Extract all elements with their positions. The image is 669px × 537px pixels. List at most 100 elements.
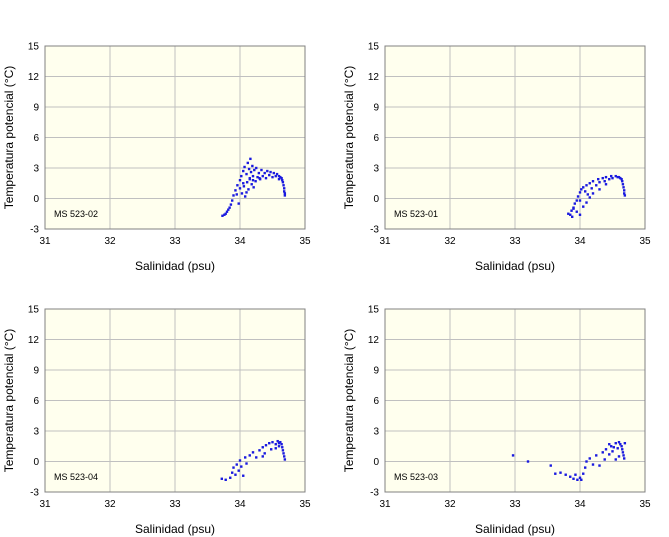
data-point (610, 174, 613, 178)
data-point (280, 176, 283, 180)
data-point (588, 196, 591, 199)
data-point (237, 469, 240, 472)
data-point (619, 176, 622, 180)
data-point (247, 188, 250, 191)
y-tick-labels: 15 12 9 6 3 0 -3 (368, 305, 380, 499)
y-tick-label: 0 (373, 457, 379, 468)
x-tick-label: 35 (639, 499, 651, 510)
data-point (588, 457, 591, 460)
data-point (584, 466, 587, 469)
data-point (242, 474, 245, 477)
y-tick-label: 9 (373, 366, 379, 377)
data-point (282, 184, 285, 187)
x-tick-label: 34 (234, 236, 246, 247)
data-point (569, 213, 572, 216)
x-axis-label: Salinidad (psu) (475, 522, 555, 536)
y-tick-label: 9 (33, 366, 39, 377)
data-point (591, 192, 595, 195)
data-point (617, 455, 621, 458)
data-point (251, 174, 255, 178)
x-tick-label: 32 (104, 236, 116, 247)
x-tick-label: 32 (444, 499, 456, 510)
gridlines (384, 308, 646, 493)
data-point (570, 209, 573, 212)
data-point (614, 174, 617, 178)
x-tick-label: 35 (299, 236, 311, 247)
station-label: MS 523-02 (54, 209, 98, 219)
y-tick-label: 3 (373, 164, 379, 175)
data-point (575, 199, 578, 202)
x-tick-label: 31 (379, 499, 391, 510)
data-point (578, 199, 582, 202)
data-point (575, 210, 578, 213)
data-point (279, 440, 282, 444)
data-point (257, 171, 261, 175)
gridlines (44, 45, 306, 230)
y-tick-labels: 15 12 9 6 3 0 -3 (28, 42, 40, 236)
y-tick-label: 12 (368, 335, 380, 346)
data-point (601, 451, 604, 454)
data-point (243, 165, 246, 169)
data-point (240, 465, 243, 468)
data-point (598, 181, 601, 184)
data-point (621, 180, 624, 183)
data-point (255, 166, 258, 170)
chart-panel: 31 32 33 34 35 15 12 9 6 3 0 -3 Salinidad (psu) Te… (2, 305, 311, 537)
x-tick-label: 31 (39, 499, 51, 510)
data-point (595, 184, 598, 187)
data-point (283, 190, 286, 193)
data-point (623, 189, 626, 192)
data-point (234, 473, 237, 476)
data-point (621, 451, 625, 454)
y-tick-label: 6 (33, 133, 39, 144)
plot-frame (44, 308, 306, 493)
data-point (617, 440, 621, 444)
x-tick-label: 32 (444, 236, 456, 247)
data-point (598, 464, 601, 467)
data-point (237, 202, 240, 205)
data-point (240, 192, 244, 195)
data-point (271, 440, 274, 444)
data-point (277, 442, 281, 445)
y-axis-label: Temperatura potencial (°C) (2, 329, 16, 473)
y-tick-label: 3 (33, 164, 39, 175)
data-point (264, 444, 268, 447)
data-point (569, 475, 572, 478)
data-point (622, 454, 625, 457)
data-point (582, 205, 585, 208)
data-point (554, 472, 557, 475)
data-point (260, 168, 263, 172)
data-point (582, 186, 585, 189)
x-tick-labels: 31 32 33 34 35 (379, 499, 651, 510)
y-tick-label: 12 (28, 335, 40, 346)
data-point (244, 195, 247, 198)
data-point (249, 157, 252, 161)
data-point (224, 478, 227, 481)
data-point (231, 471, 234, 474)
data-point (264, 176, 268, 180)
y-tick-label: -3 (370, 225, 379, 236)
data-point (261, 174, 264, 178)
chart-panel: 31 32 33 34 35 15 12 9 6 3 0 -3 Salinidad (psu) Te… (342, 305, 651, 537)
x-tick-label: 35 (299, 499, 311, 510)
data-point (283, 192, 287, 195)
data-point (280, 443, 283, 446)
x-tick-label: 31 (379, 236, 391, 247)
data-point (277, 174, 281, 178)
data-point (261, 455, 264, 458)
data-point (248, 176, 251, 180)
x-tick-label: 33 (509, 236, 521, 247)
station-label: MS 523-03 (394, 472, 438, 482)
data-point (229, 476, 232, 479)
x-axis-label: Salinidad (psu) (475, 259, 555, 273)
data-point (242, 182, 245, 185)
y-tick-label: 3 (33, 427, 39, 438)
data-point (611, 176, 614, 180)
data-point (247, 167, 251, 171)
y-tick-label: -3 (30, 225, 39, 236)
data-point (595, 454, 598, 457)
y-tick-label: 0 (33, 194, 39, 205)
data-point (623, 442, 627, 445)
x-tick-label: 34 (234, 499, 246, 510)
data-point (249, 170, 253, 174)
